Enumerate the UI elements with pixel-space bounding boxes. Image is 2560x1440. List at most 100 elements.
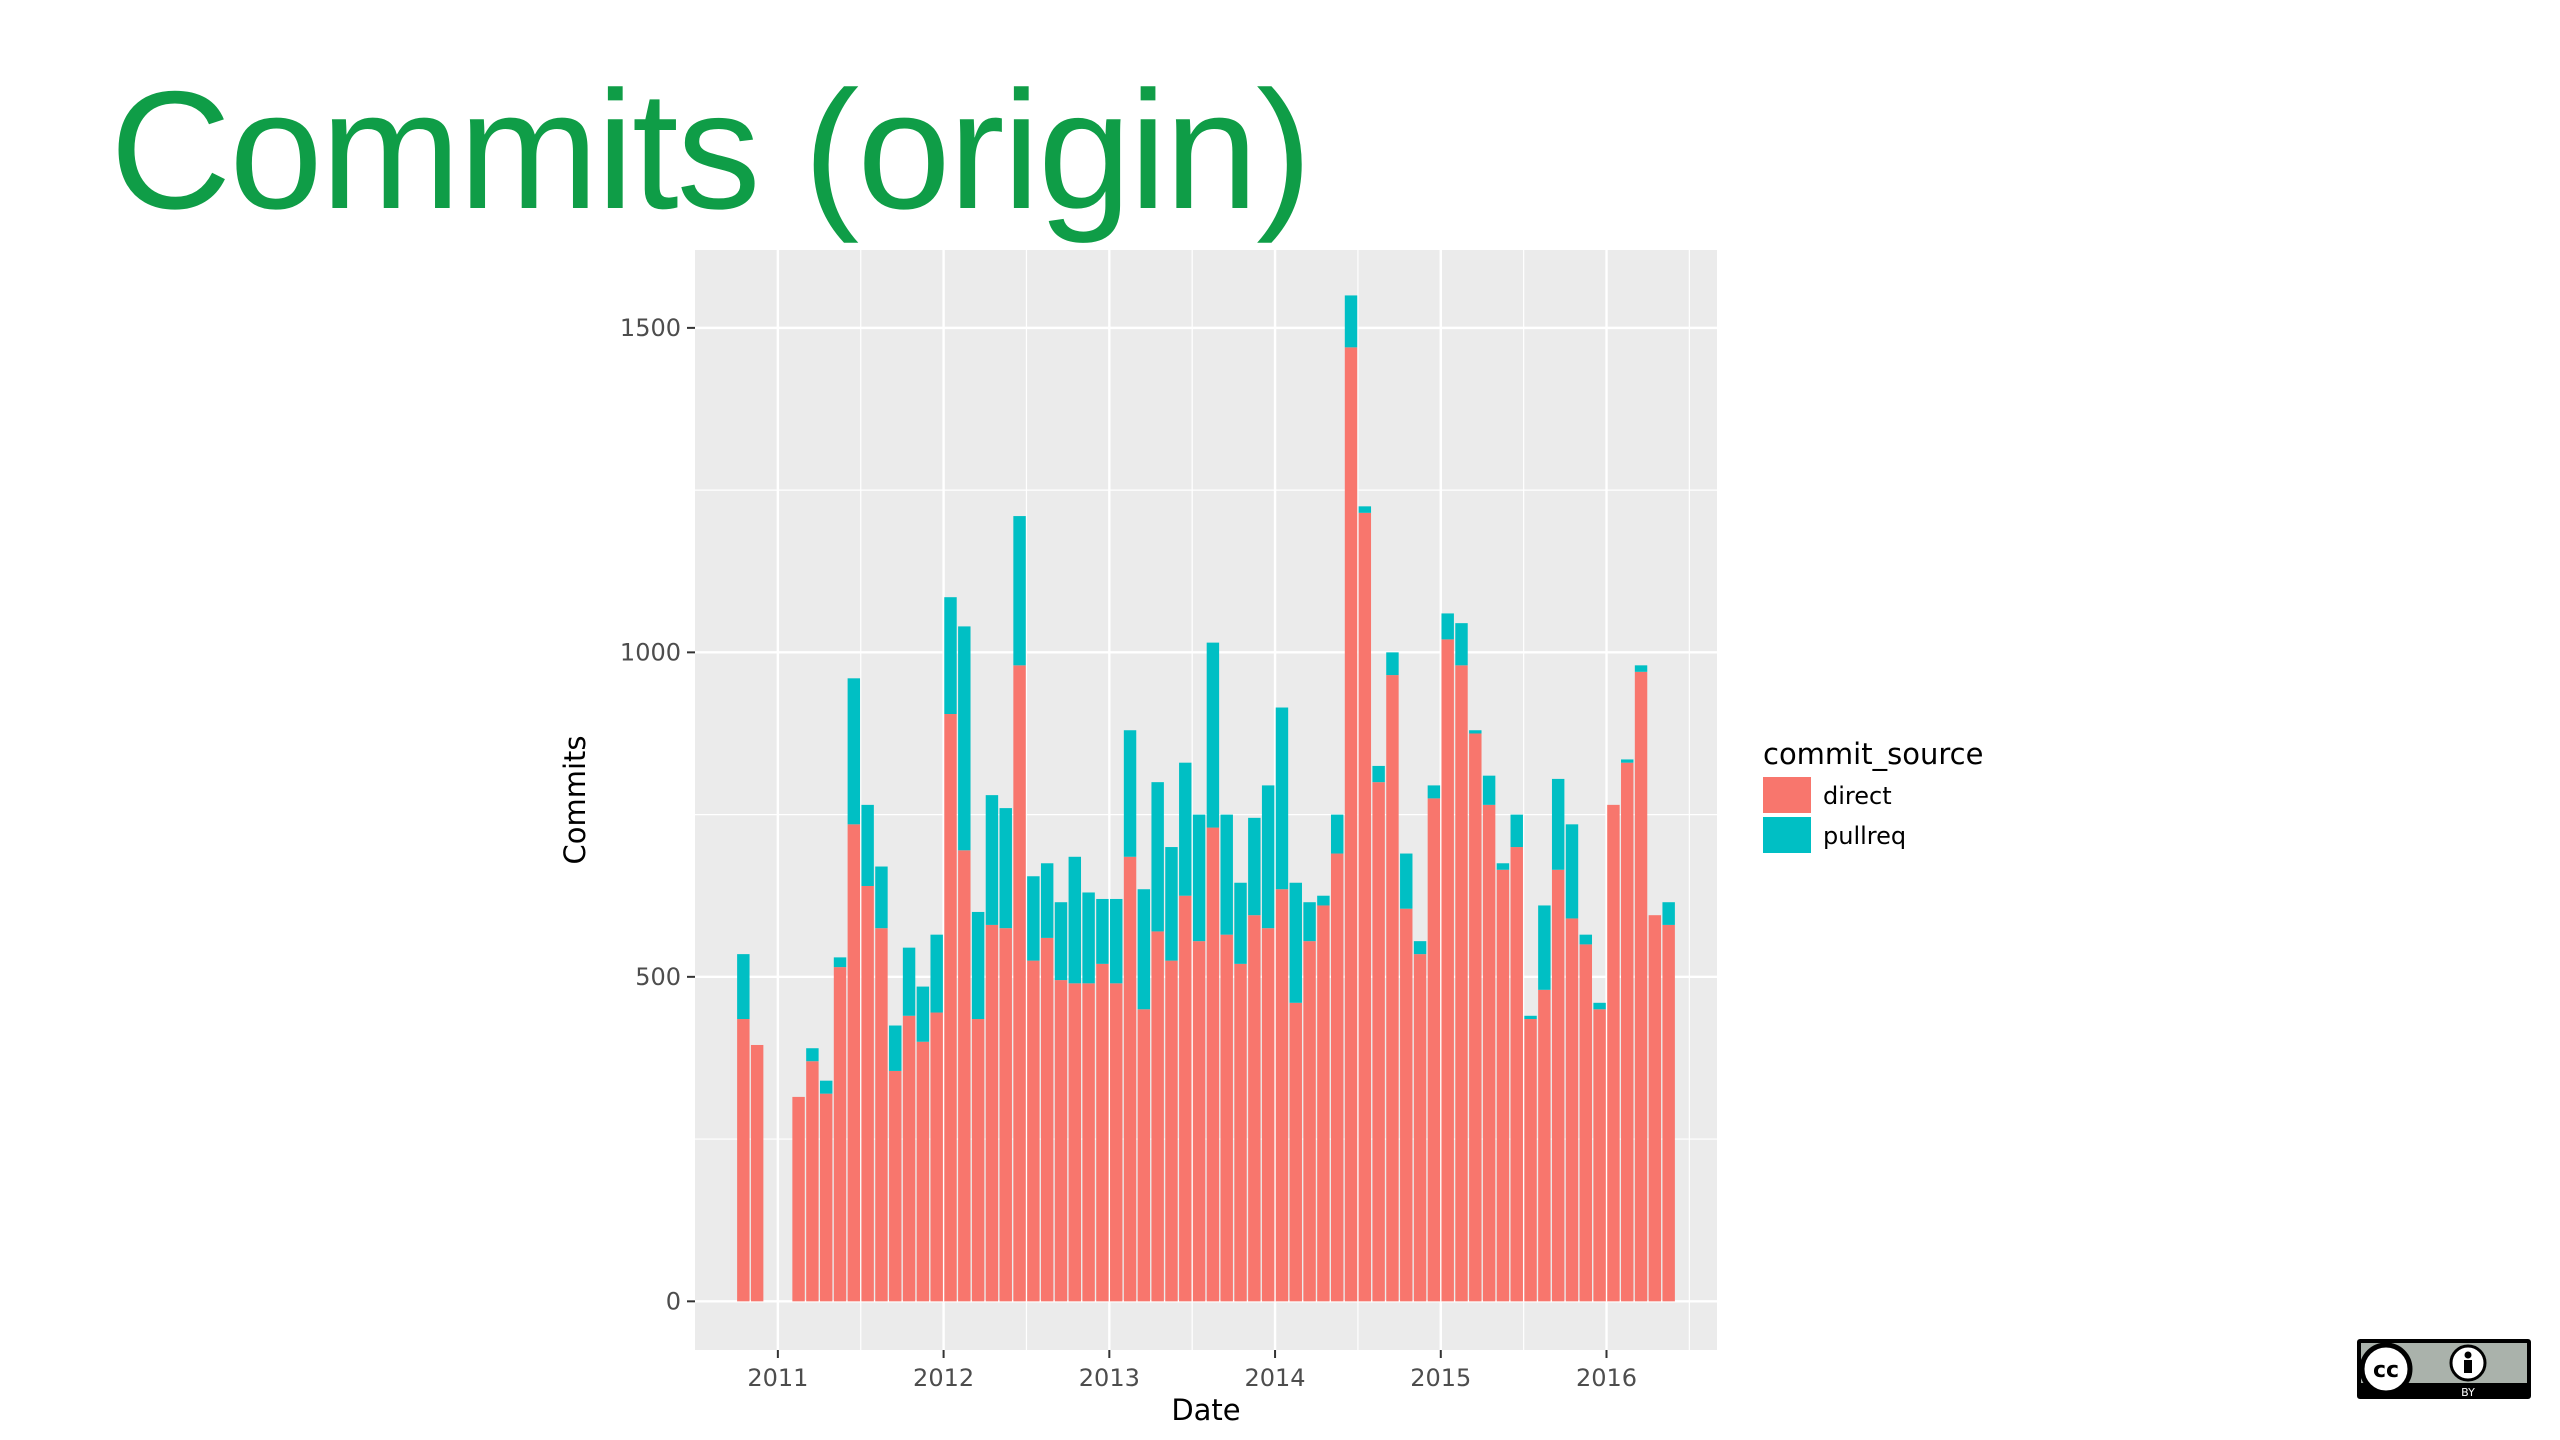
bar-pullreq-2013-03 (1137, 889, 1151, 1010)
bar-pullreq-2011-03 (806, 1048, 819, 1062)
y-tick-label: 1000 (620, 638, 681, 666)
bar-pullreq-2014-04 (1317, 895, 1330, 906)
bar-direct-2015-09 (1551, 869, 1565, 1302)
x-axis-title: Date (1171, 1393, 1240, 1427)
bar-pullreq-2015-03 (1469, 730, 1482, 734)
x-tick-label: 2013 (1079, 1364, 1140, 1392)
bar-direct-2013-11 (1248, 915, 1261, 1302)
bar-pullreq-2011-09 (889, 1025, 902, 1071)
bar-direct-2015-03 (1469, 733, 1482, 1302)
bar-pullreq-2013-12 (1261, 785, 1275, 929)
legend-key-direct (1763, 777, 1811, 813)
bar-direct-2011-05 (833, 967, 847, 1302)
bar-direct-2016-04 (1648, 915, 1662, 1302)
x-tick-label: 2012 (913, 1364, 974, 1392)
bar-direct-2013-09 (1220, 934, 1233, 1302)
bar-direct-2013-10 (1234, 963, 1247, 1302)
bar-direct-2014-04 (1317, 905, 1330, 1302)
bar-direct-2011-12 (930, 1012, 943, 1302)
bar-direct-2011-04 (819, 1093, 833, 1302)
y-tick-label: 1500 (620, 314, 681, 342)
bar-direct-2015-04 (1482, 804, 1496, 1302)
bar-pullreq-2015-09 (1551, 778, 1565, 870)
bar-direct-2011-09 (889, 1070, 902, 1302)
bar-pullreq-2016-03 (1634, 665, 1648, 672)
bar-pullreq-2013-07 (1192, 814, 1206, 942)
bar-pullreq-2014-10 (1400, 853, 1413, 909)
by-label: BY (2461, 1386, 2475, 1399)
legend-label-direct: direct (1823, 782, 1892, 810)
bar-pullreq-2011-10 (902, 947, 916, 1016)
bar-direct-2011-03 (806, 1061, 819, 1302)
bar-direct-2016-01 (1607, 804, 1620, 1302)
bar-direct-2013-02 (1123, 856, 1137, 1302)
bar-direct-2015-12 (1593, 1009, 1606, 1302)
bar-pullreq-2011-04 (819, 1080, 833, 1094)
bar-pullreq-2015-08 (1538, 905, 1551, 990)
bar-direct-2013-01 (1110, 983, 1123, 1302)
bar-pullreq-2012-12 (1096, 898, 1109, 964)
bar-pullreq-2014-05 (1330, 814, 1344, 854)
bar-direct-2014-06 (1344, 347, 1358, 1302)
cc-glyph: cc (2373, 1358, 2399, 1383)
bar-pullreq-2012-04 (985, 795, 999, 925)
legend-key-pullreq (1763, 817, 1811, 853)
bar-direct-2012-06 (1013, 665, 1026, 1302)
bar-pullreq-2013-04 (1151, 782, 1164, 932)
bar-pullreq-2014-11 (1413, 941, 1427, 955)
bar-direct-2012-08 (1040, 937, 1054, 1302)
bar-direct-2012-02 (958, 850, 971, 1302)
bar-pullreq-2012-07 (1027, 876, 1040, 961)
bar-direct-2014-03 (1303, 941, 1316, 1302)
bar-pullreq-2014-01 (1275, 707, 1289, 890)
bar-direct-2012-11 (1082, 983, 1095, 1302)
bar-pullreq-2011-08 (875, 866, 888, 929)
bar-direct-2012-01 (944, 714, 957, 1302)
bar-pullreq-2011-07 (861, 804, 874, 886)
bar-pullreq-2011-05 (833, 957, 847, 968)
bar-pullreq-2015-01 (1441, 613, 1454, 640)
bar-direct-2011-06 (847, 824, 861, 1302)
bar-direct-2010-10 (737, 1019, 750, 1302)
bar-direct-2014-02 (1289, 1002, 1302, 1302)
bar-pullreq-2014-02 (1289, 882, 1302, 1003)
bar-direct-2012-10 (1068, 983, 1082, 1302)
legend-title: commit_source (1763, 737, 1983, 771)
bar-pullreq-2016-02 (1621, 759, 1634, 763)
bar-pullreq-2013-01 (1110, 898, 1123, 984)
bar-pullreq-2015-11 (1579, 934, 1593, 945)
bar-pullreq-2014-12 (1427, 785, 1441, 799)
x-tick-label: 2011 (747, 1364, 808, 1392)
by-person-head (2464, 1351, 2472, 1359)
bar-direct-2014-07 (1358, 512, 1372, 1302)
bar-pullreq-2013-06 (1179, 762, 1192, 896)
axis-ticks: 0 500 1000 1500 2011 2012 2013 2014 2015 2016 (620, 314, 1637, 1392)
cc-by-icon: cc BY (2357, 1339, 2531, 1399)
bar-direct-2015-07 (1524, 1019, 1537, 1302)
bar-direct-2011-11 (916, 1041, 930, 1302)
bar-direct-2012-03 (971, 1019, 985, 1302)
bar-direct-2016-03 (1634, 671, 1648, 1302)
bar-pullreq-2013-08 (1206, 642, 1220, 828)
bar-pullreq-2012-06 (1013, 516, 1026, 666)
bar-direct-2013-07 (1192, 941, 1206, 1302)
bar-direct-2015-01 (1441, 639, 1454, 1302)
bar-direct-2014-09 (1386, 675, 1399, 1302)
bar-pullreq-2011-12 (930, 934, 943, 1013)
bar-pullreq-2012-05 (999, 808, 1012, 929)
chart-grid (695, 250, 1717, 1350)
bar-direct-2012-07 (1027, 960, 1040, 1302)
by-person-body (2464, 1360, 2472, 1373)
bar-direct-2013-03 (1137, 1009, 1151, 1302)
bar-pullreq-2015-04 (1482, 775, 1496, 805)
bar-pullreq-2011-06 (847, 678, 861, 825)
bar-direct-2016-02 (1621, 762, 1634, 1302)
bar-pullreq-2012-11 (1082, 892, 1095, 984)
bar-pullreq-2015-06 (1510, 814, 1523, 848)
bar-pullreq-2014-06 (1344, 295, 1358, 348)
bar-pullreq-2014-07 (1358, 506, 1372, 513)
bar-direct-2015-11 (1579, 944, 1593, 1302)
bar-pullreq-2014-09 (1386, 652, 1399, 676)
bar-direct-2011-02 (792, 1096, 805, 1302)
